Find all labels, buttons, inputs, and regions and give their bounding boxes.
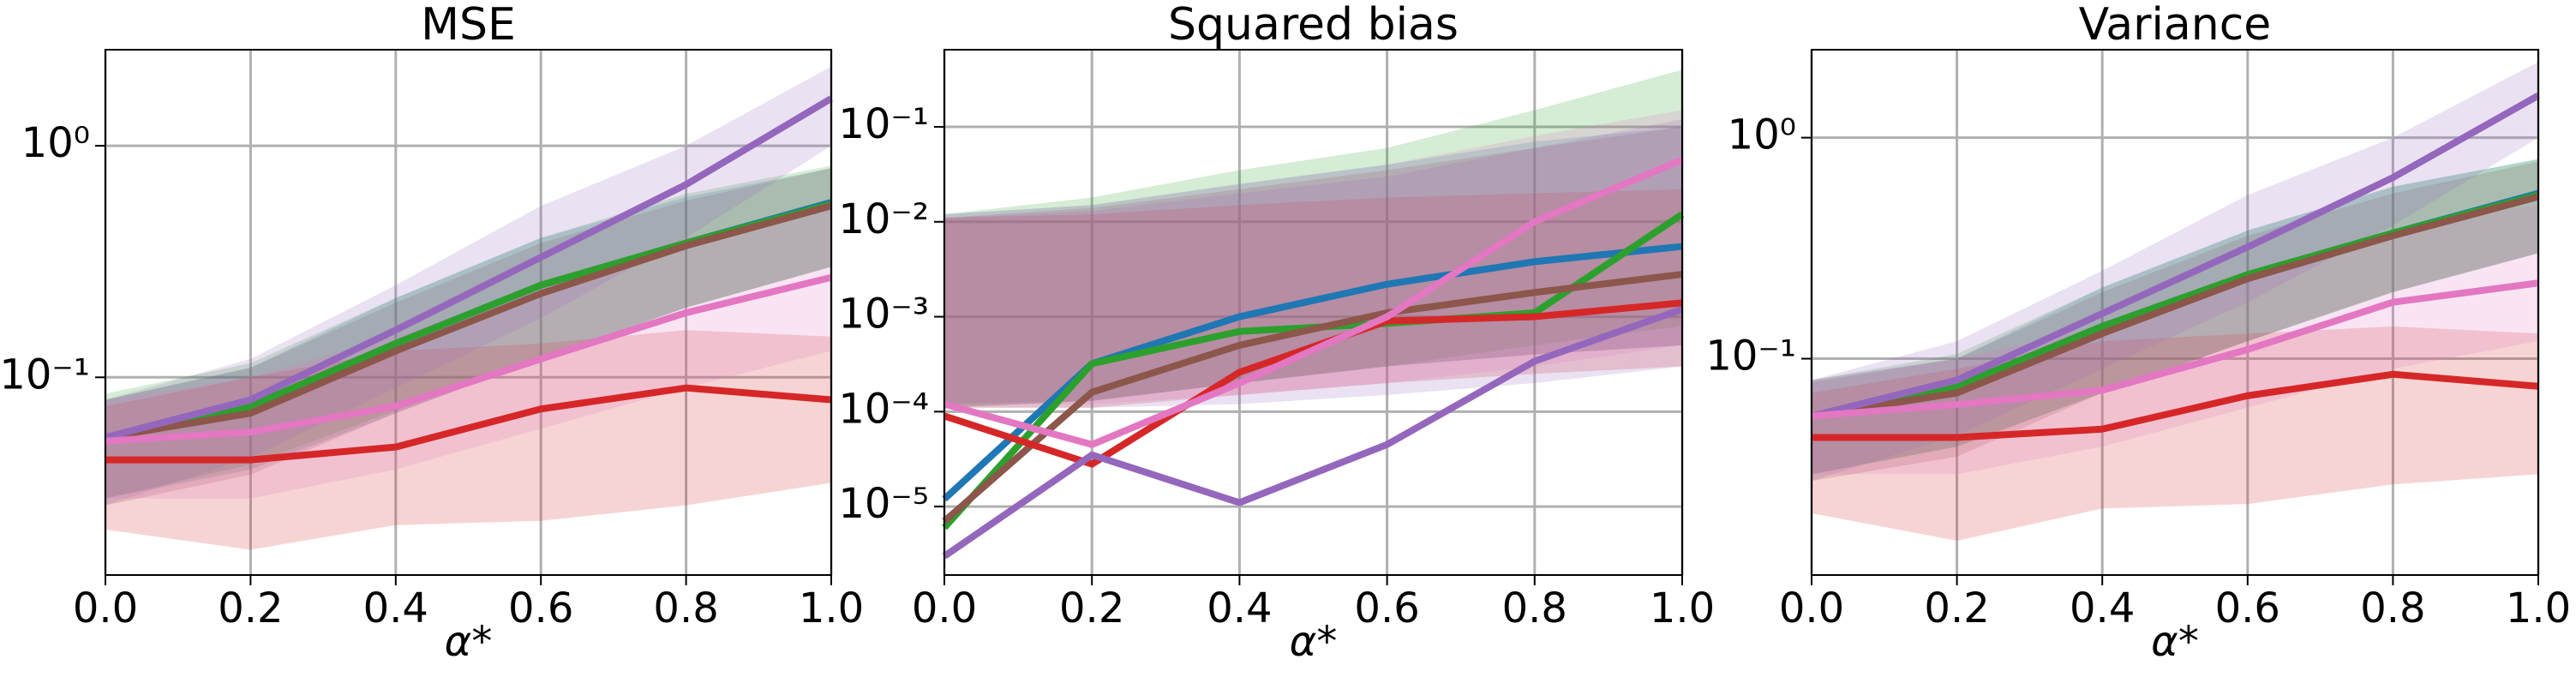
y-tick-label: 10⁻¹ bbox=[838, 100, 929, 148]
axes-frame bbox=[105, 49, 832, 576]
band bbox=[944, 110, 1682, 404]
x-tick-label: 0.4 bbox=[363, 584, 428, 632]
x-tick-label: 0.6 bbox=[1354, 584, 1419, 632]
x-tick-label: 0.8 bbox=[2360, 584, 2425, 632]
series-line bbox=[1811, 193, 2540, 420]
band bbox=[944, 69, 1682, 408]
x-tick-label: 1.0 bbox=[1650, 584, 1715, 632]
x-tick-label: 0.4 bbox=[2070, 584, 2135, 632]
x-tick-label: 1.0 bbox=[2506, 584, 2571, 632]
y-tick-label: 10⁰ bbox=[21, 119, 90, 167]
x-tick-label: 0.6 bbox=[2215, 584, 2280, 632]
x-tick-label: 0.2 bbox=[1924, 584, 1989, 632]
series-line bbox=[105, 202, 833, 441]
band bbox=[1812, 159, 2538, 475]
x-tick-label: 0.0 bbox=[73, 584, 138, 632]
x-tick-label: 0.2 bbox=[1059, 584, 1124, 632]
x-tick-label: 0.0 bbox=[912, 584, 977, 632]
axes-frame bbox=[1811, 49, 2539, 576]
x-tick-label: 0.6 bbox=[508, 584, 573, 632]
x-tick-label: 0.4 bbox=[1207, 584, 1272, 632]
series-line bbox=[105, 273, 832, 445]
x-tick-label: 0.2 bbox=[218, 584, 283, 632]
x-axis-label: α* bbox=[1290, 618, 1338, 666]
x-axis-label: α* bbox=[445, 618, 493, 666]
band bbox=[944, 119, 1682, 408]
series-line bbox=[943, 156, 1684, 448]
panel-title: MSE bbox=[421, 0, 516, 51]
band bbox=[1812, 204, 2538, 475]
axes-frame bbox=[944, 49, 1683, 576]
y-tick-label: 10⁻³ bbox=[838, 291, 929, 338]
series-line bbox=[1811, 93, 2540, 420]
series-line bbox=[105, 384, 832, 464]
series-line bbox=[104, 95, 834, 441]
series-line bbox=[1812, 370, 2539, 441]
series-line bbox=[942, 306, 1684, 560]
y-tick-label: 10⁻⁴ bbox=[838, 385, 929, 433]
series-line bbox=[1811, 279, 2539, 420]
band bbox=[944, 127, 1682, 408]
series-line bbox=[942, 271, 1683, 524]
x-tick-label: 1.0 bbox=[799, 584, 864, 632]
band bbox=[1812, 159, 2538, 475]
panel-title: Squared bias bbox=[1168, 0, 1459, 51]
x-axis-label: α* bbox=[2151, 618, 2199, 666]
x-tick-label: 0.8 bbox=[1502, 584, 1567, 632]
band bbox=[944, 127, 1682, 404]
y-tick-label: 10⁻⁵ bbox=[838, 480, 929, 528]
x-tick-label: 0.0 bbox=[1779, 584, 1844, 632]
band bbox=[105, 165, 831, 499]
panel-title: Variance bbox=[2079, 0, 2272, 51]
y-tick-label: 10⁻² bbox=[838, 195, 929, 243]
y-tick-label: 10⁻¹ bbox=[0, 350, 90, 398]
y-tick-label: 10⁰ bbox=[1728, 111, 1796, 159]
x-tick-label: 0.8 bbox=[653, 584, 718, 632]
y-tick-label: 10⁻¹ bbox=[1705, 333, 1796, 380]
